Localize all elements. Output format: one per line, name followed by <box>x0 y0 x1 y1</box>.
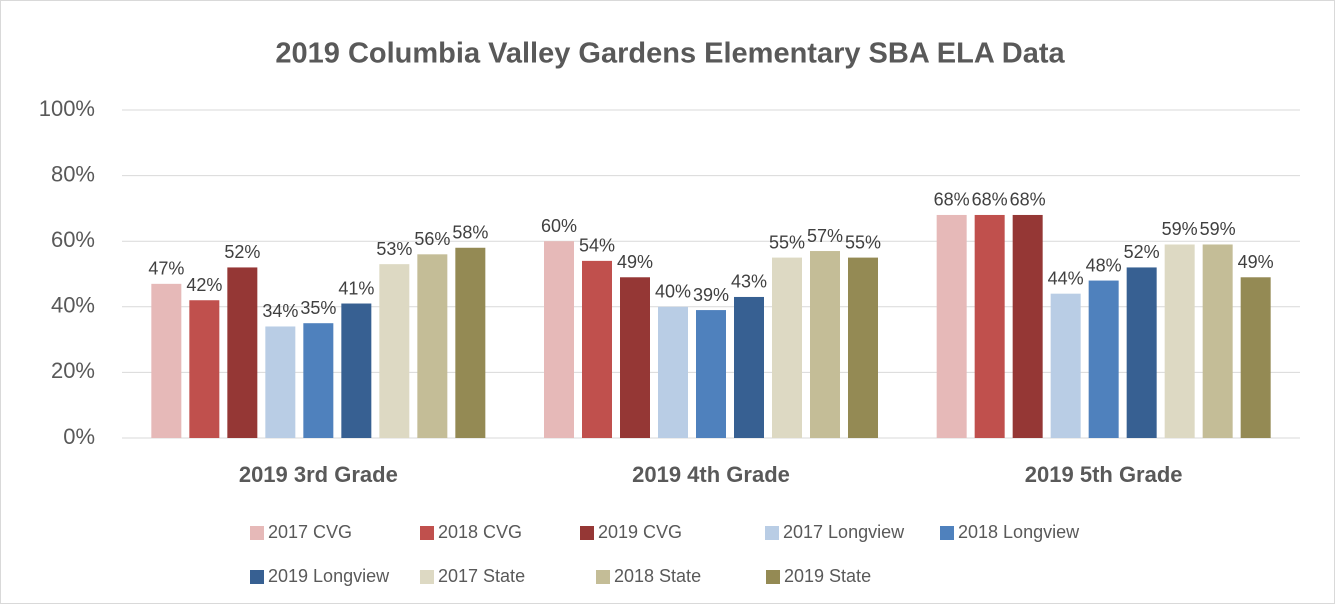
bar <box>417 254 448 438</box>
data-label: 60% <box>541 216 577 236</box>
data-label: 58% <box>452 223 488 243</box>
data-label: 55% <box>769 232 805 252</box>
data-label: 52% <box>1124 242 1160 262</box>
bar <box>265 326 296 438</box>
bar <box>341 303 372 438</box>
legend-label: 2019 CVG <box>598 522 682 542</box>
legend-swatch <box>765 526 779 540</box>
bar <box>734 296 764 438</box>
legend-label: 2018 CVG <box>438 522 522 542</box>
legend-swatch <box>596 570 610 584</box>
legend-swatch <box>250 526 264 540</box>
legend-label: 2018 Longview <box>958 522 1080 542</box>
bar <box>620 277 650 438</box>
data-label: 52% <box>224 242 260 262</box>
bar <box>227 267 258 438</box>
bar <box>455 247 486 438</box>
bar <box>936 214 967 438</box>
legend-label: 2019 State <box>784 566 871 586</box>
x-tick-label: 2019 5th Grade <box>1025 462 1183 487</box>
bar <box>151 283 182 438</box>
data-label: 39% <box>693 285 729 305</box>
data-label: 53% <box>376 239 412 259</box>
data-label: 42% <box>186 275 222 295</box>
legend-swatch <box>420 526 434 540</box>
legend-label: 2017 Longview <box>783 522 905 542</box>
legend-label: 2017 CVG <box>268 522 352 542</box>
data-label: 59% <box>1162 219 1198 239</box>
bar <box>1012 214 1043 438</box>
bar <box>658 306 688 438</box>
legend-swatch <box>940 526 954 540</box>
data-label: 68% <box>934 190 970 210</box>
legend-swatch <box>250 570 264 584</box>
bar <box>1050 293 1081 438</box>
data-label: 40% <box>655 282 691 302</box>
legend-swatch <box>420 570 434 584</box>
data-label: 56% <box>414 229 450 249</box>
legend-swatch <box>580 526 594 540</box>
legend-label: 2019 Longview <box>268 566 390 586</box>
bar <box>848 257 878 438</box>
data-label: 44% <box>1048 268 1084 288</box>
bar <box>696 310 726 438</box>
bar <box>379 264 410 438</box>
data-label: 49% <box>1238 252 1274 272</box>
bar <box>974 214 1005 438</box>
data-label: 54% <box>579 236 615 256</box>
bar <box>810 251 840 438</box>
data-label: 55% <box>845 232 881 252</box>
bar <box>303 323 334 438</box>
bar <box>1240 277 1271 438</box>
data-label: 47% <box>148 259 184 279</box>
data-label: 43% <box>731 272 767 292</box>
data-label: 68% <box>972 190 1008 210</box>
data-label: 49% <box>617 252 653 272</box>
legend-label: 2018 State <box>614 566 701 586</box>
data-label: 35% <box>300 298 336 318</box>
y-tick-label: 20% <box>51 358 95 383</box>
data-label: 48% <box>1086 255 1122 275</box>
y-tick-label: 60% <box>51 227 95 252</box>
bar <box>189 300 220 438</box>
bar <box>1164 244 1195 438</box>
legend-swatch <box>766 570 780 584</box>
x-tick-label: 2019 4th Grade <box>632 462 790 487</box>
data-label: 34% <box>262 301 298 321</box>
bar <box>772 257 802 438</box>
y-tick-label: 100% <box>39 96 95 121</box>
y-tick-label: 40% <box>51 293 95 318</box>
data-label: 68% <box>1010 190 1046 210</box>
data-label: 57% <box>807 226 843 246</box>
chart-title: 2019 Columbia Valley Gardens Elementary … <box>275 38 1065 70</box>
bar <box>582 260 612 438</box>
bar <box>1126 267 1157 438</box>
data-label: 41% <box>338 278 374 298</box>
bar <box>544 241 574 438</box>
y-tick-label: 80% <box>51 161 95 186</box>
bar <box>1202 244 1233 438</box>
bar <box>1088 280 1119 438</box>
data-label: 59% <box>1200 219 1236 239</box>
y-tick-label: 0% <box>63 424 95 449</box>
x-tick-label: 2019 3rd Grade <box>239 462 398 487</box>
legend-label: 2017 State <box>438 566 525 586</box>
